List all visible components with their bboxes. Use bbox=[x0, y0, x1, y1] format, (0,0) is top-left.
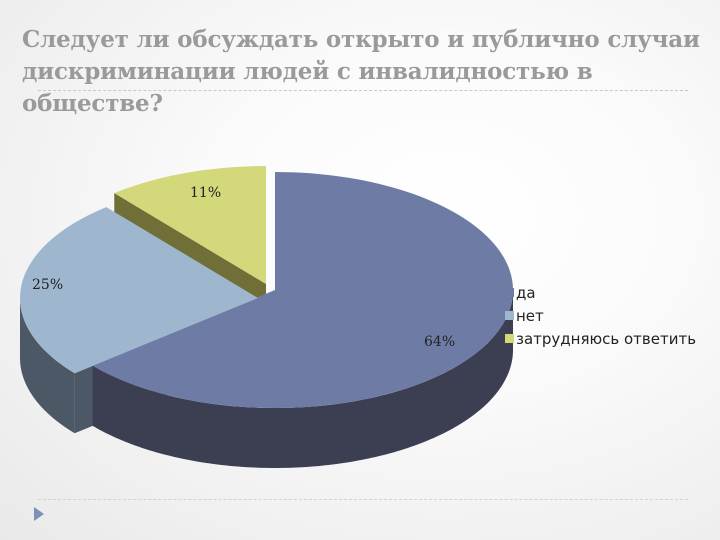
legend-entry-3: затрудняюсь ответить bbox=[516, 330, 696, 348]
pie-slice-side-1 bbox=[92, 290, 513, 468]
legend-swatch-3 bbox=[505, 334, 514, 343]
bullet-arrow-icon bbox=[34, 507, 44, 521]
data-label-3: 11% bbox=[190, 185, 221, 201]
chart-legend: да нет затрудняюсь ответить bbox=[505, 284, 696, 348]
data-label-1: 64% bbox=[424, 334, 455, 350]
legend-swatch-1 bbox=[505, 288, 514, 297]
data-label-2: 25% bbox=[32, 277, 63, 293]
pie-slice-3 bbox=[114, 166, 266, 284]
pie-slice-1 bbox=[91, 172, 513, 409]
pie-slice-side-2 bbox=[20, 299, 75, 434]
title-divider bbox=[38, 90, 688, 91]
slide-title: Следует ли обсуждать открыто и публично … bbox=[22, 26, 700, 117]
legend-entry-2: нет bbox=[516, 307, 544, 325]
pie-slice-2 bbox=[19, 207, 259, 374]
footer-divider bbox=[38, 499, 688, 500]
legend-entry-1: да bbox=[516, 284, 536, 302]
legend-swatch-2 bbox=[505, 311, 514, 320]
